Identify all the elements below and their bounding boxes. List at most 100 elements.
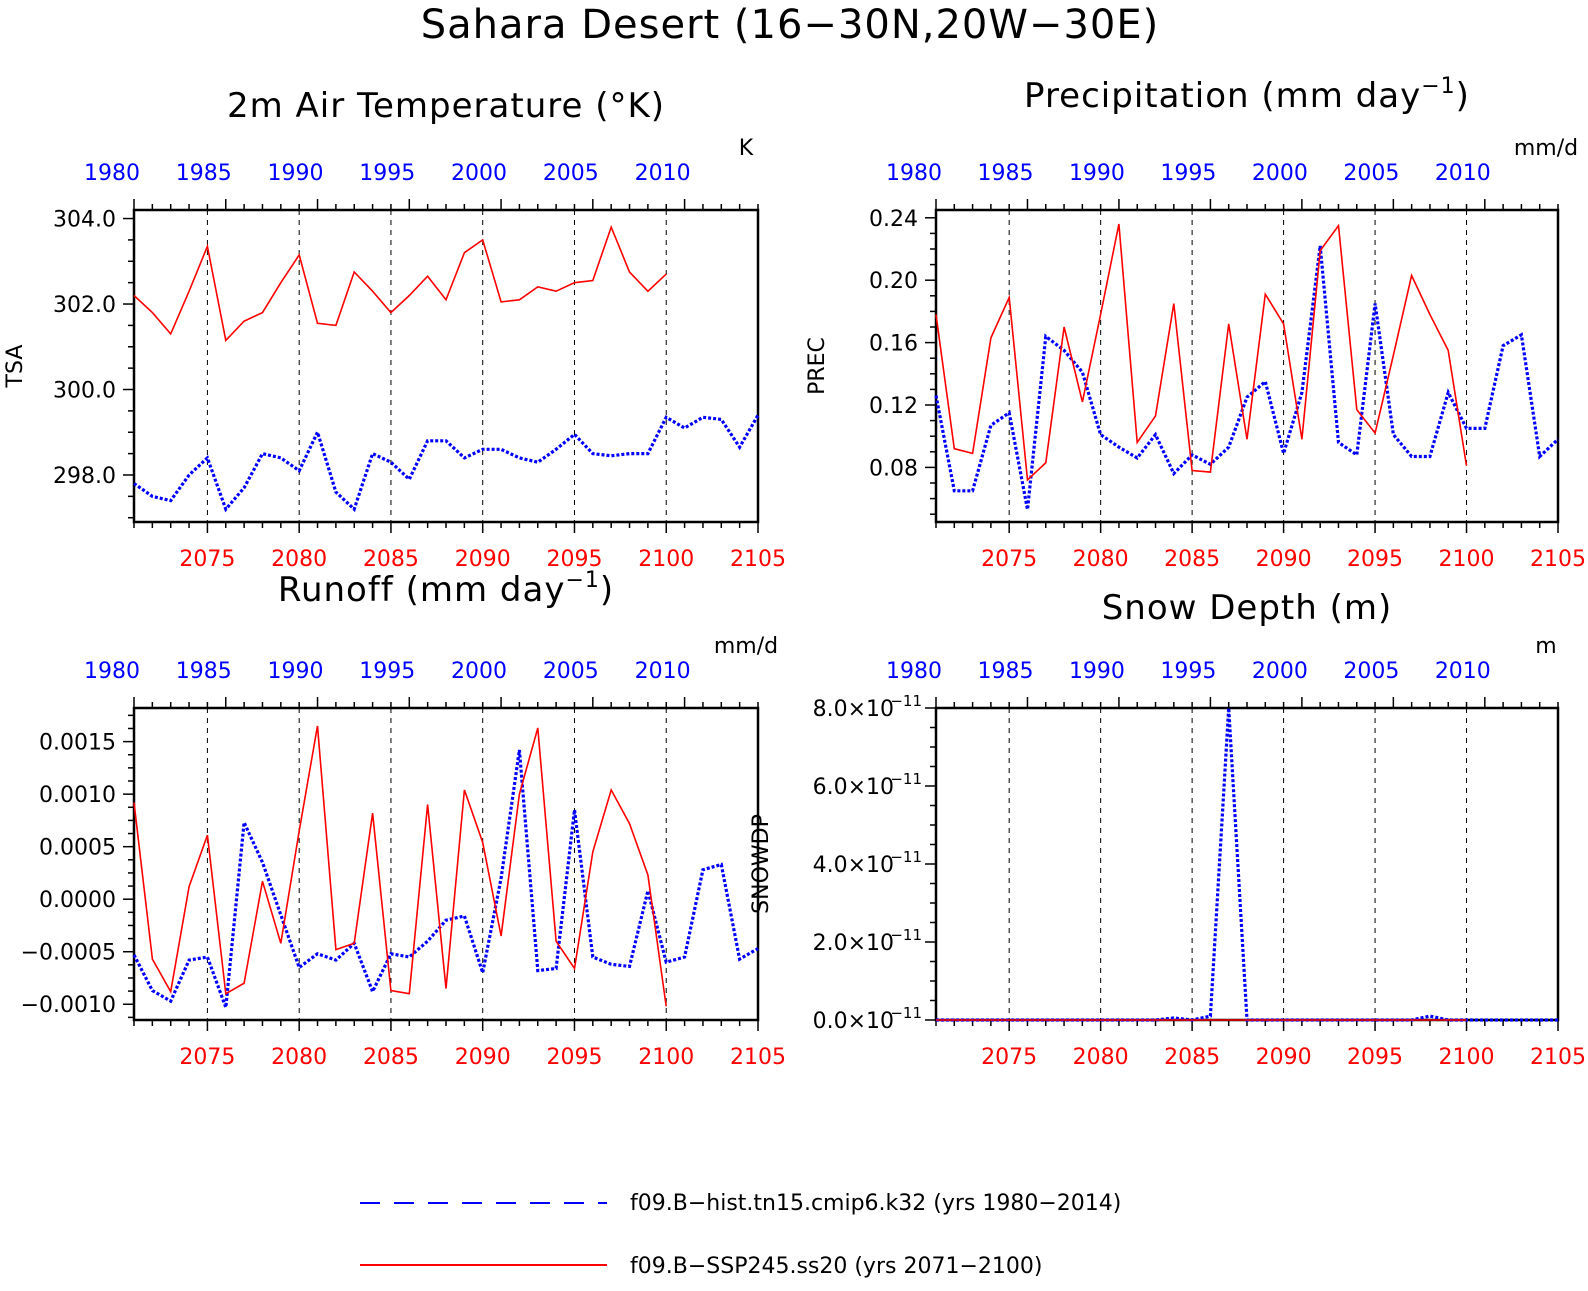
x-tick-label-bottom: 2100 [1439, 1045, 1495, 1070]
panel-title-text: 2m Air Temperature (°K) [227, 86, 665, 126]
y-tick-label: 4.0×10 [813, 853, 894, 878]
x-tick-label-top: 2005 [543, 659, 599, 684]
x-tick-label-top: 2010 [635, 161, 691, 186]
y-tick-mantissa: 8.0×10 [813, 697, 894, 722]
x-tick-label-top: 2005 [1343, 161, 1399, 186]
x-tick-label-bottom: 2095 [546, 547, 602, 572]
y-tick-label: 0.0005 [39, 836, 116, 861]
x-tick-label-bottom: 2090 [455, 1045, 511, 1070]
x-tick-label-bottom: 2090 [1256, 1045, 1312, 1070]
y-tick-label: 302.0 [53, 293, 116, 318]
panel-title-superscript: −1 [565, 568, 599, 593]
x-tick-label-bottom: 2090 [455, 547, 511, 572]
y-tick-mantissa: 0.0×10 [813, 1009, 894, 1034]
x-tick-label-top: 1995 [359, 659, 415, 684]
x-tick-label-bottom: 2095 [1347, 1045, 1403, 1070]
y-tick-label: −0.0010 [21, 993, 116, 1018]
x-tick-label-bottom: 2105 [730, 547, 786, 572]
x-tick-label-bottom: 2085 [1164, 1045, 1220, 1070]
plot-frame [132, 208, 760, 524]
y-tick-label: 304.0 [53, 208, 116, 233]
legend-label-hist: f09.B−hist.tn15.cmip6.k32 (yrs 1980−2014… [630, 1191, 1121, 1216]
x-tick-label-top: 1980 [886, 659, 942, 684]
x-tick-label-top: 1995 [1160, 161, 1216, 186]
x-tick-label-top: 2010 [635, 659, 691, 684]
panel-title-text: Runoff (mm day [278, 570, 566, 610]
plot-frame [934, 706, 1560, 1022]
legend-label-ssp: f09.B−SSP245.ss20 (yrs 2071−2100) [630, 1254, 1042, 1279]
panel-precipitation: Precipitation (mm day−1) mm/d PREC 2075 2080… [805, 74, 1586, 572]
y-tick-label: 0.24 [869, 207, 918, 232]
x-tick-label-bottom: 2085 [363, 1045, 419, 1070]
panel-title-text: Snow Depth (m) [1102, 588, 1393, 628]
y-tick-label: 298.0 [53, 464, 116, 489]
y-tick-label: 0.16 [869, 332, 918, 357]
units-label: m [1535, 634, 1556, 659]
y-tick-label: 0.08 [869, 456, 918, 481]
y-tick-label: 0.12 [869, 394, 918, 419]
y-tick-exponent: −11 [890, 926, 922, 944]
series-line-hist [133, 414, 760, 513]
panel-title-text: Precipitation (mm day [1024, 76, 1421, 116]
x-tick-label-bottom: 2105 [730, 1045, 786, 1070]
figure-title: Sahara Desert (16−30N,20W−30E) [421, 2, 1159, 48]
x-tick-label-bottom: 2085 [1164, 547, 1220, 572]
x-tick-label-bottom: 2100 [1439, 547, 1495, 572]
series-line-hist [934, 245, 1560, 510]
x-tick-label-bottom: 2075 [179, 1045, 235, 1070]
x-tick-label-bottom: 2075 [981, 547, 1037, 572]
x-tick-label-top: 1980 [84, 161, 140, 186]
x-tick-label-bottom: 2080 [1073, 1045, 1129, 1070]
panel-temperature: 2m Air Temperature (°K) K TSA 2075 2080 2085 2… [3, 86, 786, 572]
y-tick-mantissa: 4.0×10 [813, 853, 894, 878]
x-tick-label-top: 2000 [1252, 659, 1308, 684]
legend: f09.B−hist.tn15.cmip6.k32 (yrs 1980−2014… [360, 1191, 1121, 1279]
y-tick-label: 6.0×10 [813, 775, 894, 800]
x-tick-label-top: 1990 [268, 659, 324, 684]
x-tick-label-bottom: 2095 [1347, 547, 1403, 572]
x-tick-label-top: 2005 [543, 161, 599, 186]
y-tick-label: 300.0 [53, 379, 116, 404]
plot-frame [934, 208, 1560, 524]
y-tick-exponent: −11 [890, 848, 922, 866]
y-tick-exponent: −11 [890, 770, 922, 788]
x-tick-label-bottom: 2105 [1530, 1045, 1586, 1070]
series-line-hist [936, 707, 1558, 1022]
x-tick-label-bottom: 2075 [981, 1045, 1037, 1070]
x-tick-label-top: 1980 [886, 161, 942, 186]
y-tick-exponent: −11 [890, 1004, 922, 1022]
panel-title-superscript: −1 [1421, 74, 1455, 99]
y-axis-label: SNOWDP [749, 814, 774, 914]
panel-title-end: ) [600, 570, 614, 610]
series-line-hist [132, 749, 759, 1008]
y-tick-label: 8.0×10 [813, 697, 894, 722]
x-tick-label-top: 2010 [1435, 161, 1491, 186]
units-label: mm/d [1514, 136, 1578, 161]
y-tick-label: 0.0010 [39, 783, 116, 808]
x-tick-label-top: 2000 [451, 659, 507, 684]
panel-title: Runoff (mm day−1) [278, 568, 614, 610]
x-tick-label-top: 2005 [1343, 659, 1399, 684]
x-tick-label-top: 1995 [1160, 659, 1216, 684]
units-label: mm/d [714, 634, 778, 659]
x-tick-label-bottom: 2105 [1530, 547, 1586, 572]
y-tick-label: 0.20 [869, 269, 918, 294]
x-tick-label-top: 1990 [268, 161, 324, 186]
series-line-ssp [935, 223, 1468, 482]
x-tick-label-top: 1985 [977, 659, 1033, 684]
series-line-ssp [133, 224, 667, 343]
x-tick-label-bottom: 2095 [546, 1045, 602, 1070]
x-tick-label-top: 1985 [977, 161, 1033, 186]
x-tick-label-bottom: 2085 [363, 547, 419, 572]
x-tick-label-top: 1990 [1069, 161, 1125, 186]
y-tick-label: −0.0005 [21, 941, 116, 966]
y-tick-label: 0.0015 [39, 731, 116, 756]
x-tick-label-top: 1990 [1069, 659, 1125, 684]
x-tick-label-top: 2010 [1435, 659, 1491, 684]
units-label: K [739, 136, 754, 161]
x-tick-label-bottom: 2075 [179, 547, 235, 572]
x-tick-label-top: 2000 [1252, 161, 1308, 186]
panel-title: Precipitation (mm day−1) [1024, 74, 1470, 116]
panel-snow-depth: Snow Depth (m) m SNOWDP 2075 2080 2085 2090 209… [749, 588, 1586, 1070]
